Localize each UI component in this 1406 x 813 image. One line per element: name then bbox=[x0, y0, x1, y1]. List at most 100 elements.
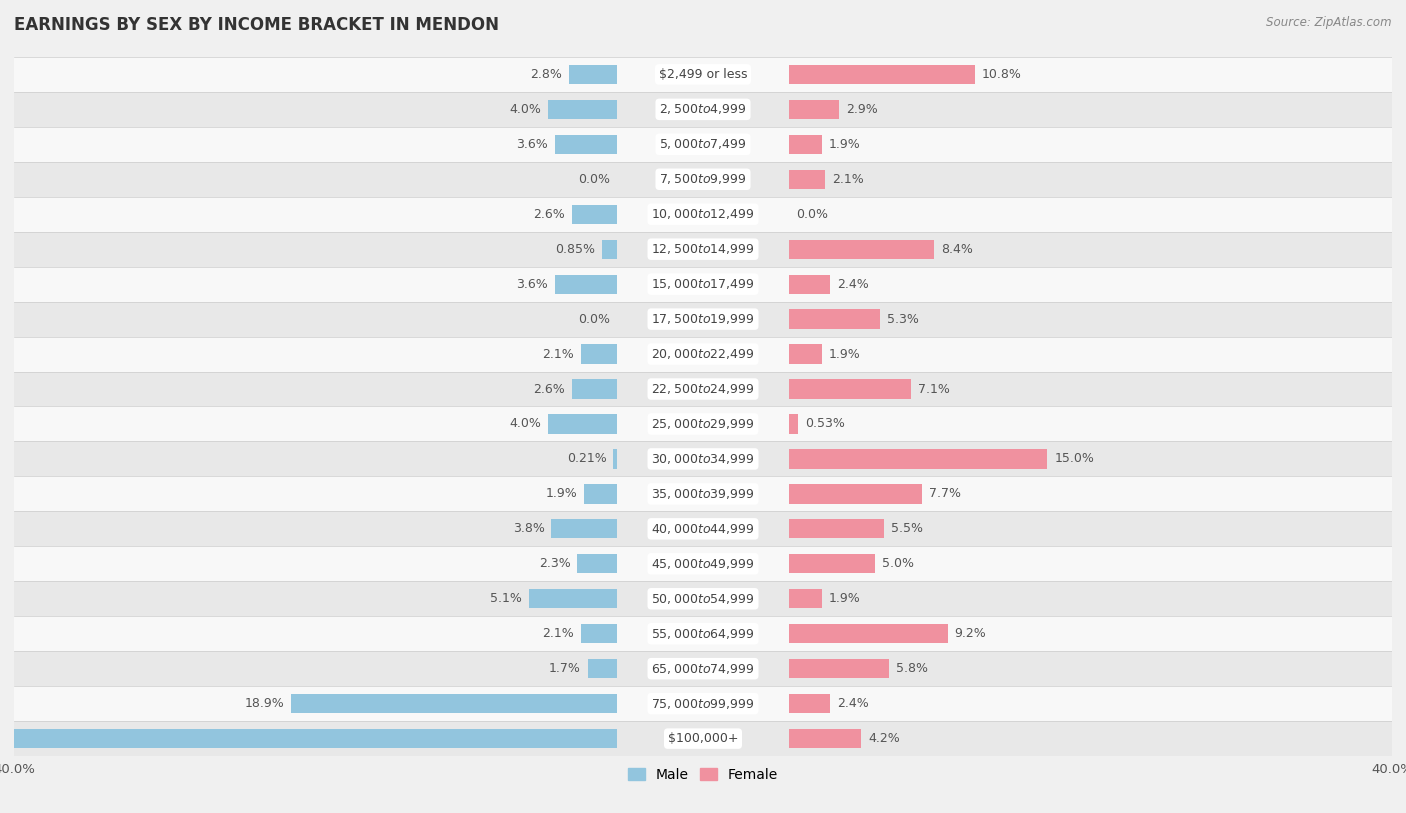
Text: 0.21%: 0.21% bbox=[567, 453, 606, 465]
Text: 7.7%: 7.7% bbox=[928, 488, 960, 500]
Text: $22,500 to $24,999: $22,500 to $24,999 bbox=[651, 382, 755, 396]
Text: $50,000 to $54,999: $50,000 to $54,999 bbox=[651, 592, 755, 606]
Bar bbox=[14, 406, 1392, 441]
Bar bbox=[14, 686, 1392, 721]
Text: $75,000 to $99,999: $75,000 to $99,999 bbox=[651, 697, 755, 711]
Text: 5.0%: 5.0% bbox=[882, 558, 914, 570]
Bar bbox=[14, 721, 1392, 756]
Bar bbox=[291, 694, 617, 713]
Bar bbox=[14, 546, 1392, 581]
Text: 3.8%: 3.8% bbox=[513, 523, 544, 535]
Text: 0.53%: 0.53% bbox=[806, 418, 845, 430]
Bar bbox=[14, 127, 1392, 162]
Bar bbox=[789, 589, 823, 608]
Text: $35,000 to $39,999: $35,000 to $39,999 bbox=[651, 487, 755, 501]
Text: 2.1%: 2.1% bbox=[543, 628, 574, 640]
Text: 5.3%: 5.3% bbox=[887, 313, 920, 325]
Bar bbox=[789, 694, 831, 713]
Text: 7.1%: 7.1% bbox=[918, 383, 950, 395]
Bar bbox=[613, 450, 617, 468]
Bar bbox=[568, 65, 617, 84]
Bar bbox=[581, 624, 617, 643]
Bar bbox=[581, 345, 617, 363]
Bar bbox=[529, 589, 617, 608]
Bar bbox=[548, 100, 617, 119]
Text: 5.8%: 5.8% bbox=[896, 663, 928, 675]
Text: 10.8%: 10.8% bbox=[981, 68, 1022, 80]
Bar bbox=[789, 450, 1047, 468]
Bar bbox=[555, 275, 617, 293]
Text: $40,000 to $44,999: $40,000 to $44,999 bbox=[651, 522, 755, 536]
Text: 2.4%: 2.4% bbox=[838, 698, 869, 710]
Bar bbox=[789, 380, 911, 398]
Bar bbox=[789, 135, 823, 154]
Bar bbox=[14, 232, 1392, 267]
Bar bbox=[789, 240, 934, 259]
Text: 4.0%: 4.0% bbox=[509, 418, 541, 430]
Text: 2.9%: 2.9% bbox=[846, 103, 877, 115]
Text: $25,000 to $29,999: $25,000 to $29,999 bbox=[651, 417, 755, 431]
Bar bbox=[789, 345, 823, 363]
Bar bbox=[14, 581, 1392, 616]
Text: Source: ZipAtlas.com: Source: ZipAtlas.com bbox=[1267, 16, 1392, 29]
Text: $30,000 to $34,999: $30,000 to $34,999 bbox=[651, 452, 755, 466]
Bar bbox=[548, 415, 617, 433]
Text: 5.5%: 5.5% bbox=[891, 523, 922, 535]
Bar bbox=[551, 520, 617, 538]
Text: 1.9%: 1.9% bbox=[828, 593, 860, 605]
Text: 4.2%: 4.2% bbox=[869, 733, 900, 745]
Text: $100,000+: $100,000+ bbox=[668, 733, 738, 745]
Bar bbox=[14, 616, 1392, 651]
Bar bbox=[583, 485, 617, 503]
Text: 2.6%: 2.6% bbox=[533, 383, 565, 395]
Text: $7,500 to $9,999: $7,500 to $9,999 bbox=[659, 172, 747, 186]
Bar bbox=[789, 624, 948, 643]
Bar bbox=[14, 92, 1392, 127]
Text: $12,500 to $14,999: $12,500 to $14,999 bbox=[651, 242, 755, 256]
Bar bbox=[14, 197, 1392, 232]
Bar bbox=[14, 337, 1392, 372]
Bar bbox=[555, 135, 617, 154]
Text: 15.0%: 15.0% bbox=[1054, 453, 1094, 465]
Bar bbox=[789, 275, 831, 293]
Text: $10,000 to $12,499: $10,000 to $12,499 bbox=[651, 207, 755, 221]
Text: $15,000 to $17,499: $15,000 to $17,499 bbox=[651, 277, 755, 291]
Bar bbox=[789, 520, 884, 538]
Text: $5,000 to $7,499: $5,000 to $7,499 bbox=[659, 137, 747, 151]
Text: 3.6%: 3.6% bbox=[516, 278, 548, 290]
Bar bbox=[789, 310, 880, 328]
Text: 2.1%: 2.1% bbox=[543, 348, 574, 360]
Legend: Male, Female: Male, Female bbox=[623, 763, 783, 788]
Bar bbox=[789, 485, 922, 503]
Bar bbox=[789, 729, 862, 748]
Text: 4.0%: 4.0% bbox=[509, 103, 541, 115]
Bar bbox=[14, 162, 1392, 197]
Text: 2.1%: 2.1% bbox=[832, 173, 863, 185]
Text: 2.3%: 2.3% bbox=[538, 558, 571, 570]
Bar bbox=[0, 729, 617, 748]
Bar bbox=[789, 659, 889, 678]
Text: 0.0%: 0.0% bbox=[578, 313, 610, 325]
Bar bbox=[588, 659, 617, 678]
Text: 8.4%: 8.4% bbox=[941, 243, 973, 255]
Text: 0.85%: 0.85% bbox=[555, 243, 595, 255]
Bar bbox=[14, 302, 1392, 337]
Bar bbox=[14, 511, 1392, 546]
Text: $2,499 or less: $2,499 or less bbox=[659, 68, 747, 80]
Text: 2.8%: 2.8% bbox=[530, 68, 562, 80]
Bar bbox=[14, 372, 1392, 406]
Text: 3.6%: 3.6% bbox=[516, 138, 548, 150]
Bar bbox=[572, 205, 617, 224]
Bar bbox=[602, 240, 617, 259]
Bar bbox=[789, 100, 839, 119]
Bar bbox=[14, 267, 1392, 302]
Text: $65,000 to $74,999: $65,000 to $74,999 bbox=[651, 662, 755, 676]
Text: 5.1%: 5.1% bbox=[491, 593, 522, 605]
Text: 0.0%: 0.0% bbox=[578, 173, 610, 185]
Bar bbox=[789, 415, 799, 433]
Text: EARNINGS BY SEX BY INCOME BRACKET IN MENDON: EARNINGS BY SEX BY INCOME BRACKET IN MEN… bbox=[14, 16, 499, 34]
Text: $2,500 to $4,999: $2,500 to $4,999 bbox=[659, 102, 747, 116]
Text: 9.2%: 9.2% bbox=[955, 628, 986, 640]
Text: $20,000 to $22,499: $20,000 to $22,499 bbox=[651, 347, 755, 361]
Bar bbox=[789, 65, 976, 84]
